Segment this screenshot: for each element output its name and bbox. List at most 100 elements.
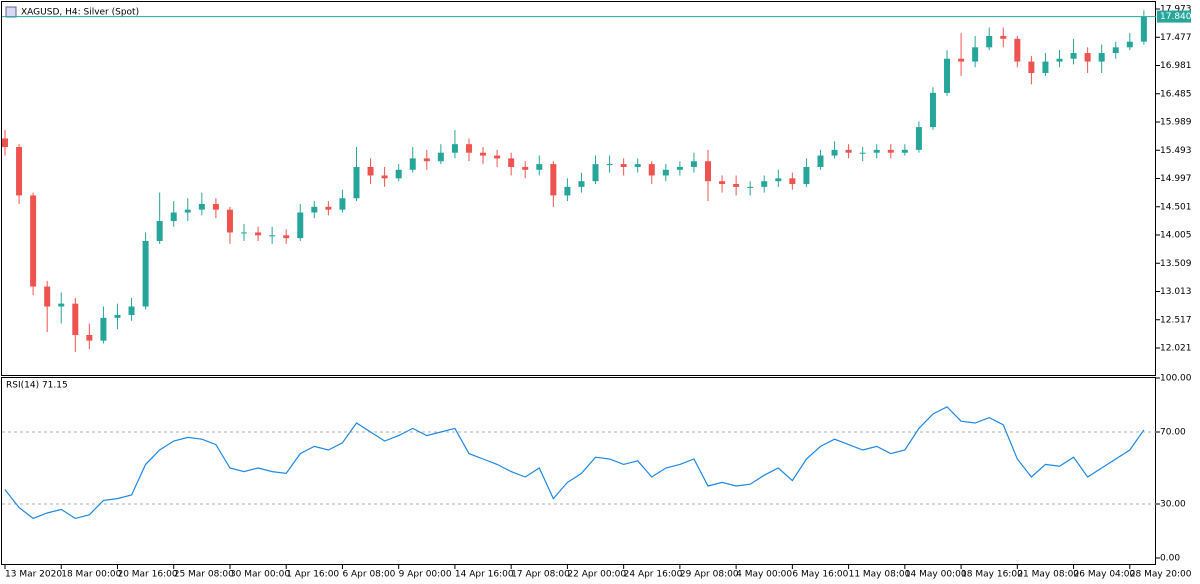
chart-title: XAGUSD, H4: Silver (Spot)	[21, 8, 139, 18]
x-tick-label: 21 May 08:00	[1017, 570, 1079, 580]
y-tick-label: 12.517	[1160, 315, 1192, 325]
x-tick-label: 6 May 16:00	[792, 570, 848, 580]
rsi-tick-label: 100.00	[1160, 374, 1192, 384]
candle-body	[803, 166, 810, 185]
candle-body	[1070, 53, 1077, 59]
candle-body	[44, 286, 51, 307]
candle-body	[451, 144, 458, 153]
candle-body	[494, 155, 501, 159]
candle-body	[690, 161, 697, 167]
candle-body	[958, 58, 965, 62]
candle-body	[269, 235, 276, 237]
candle-body	[423, 158, 430, 162]
candle-body	[226, 209, 233, 233]
candle-body	[929, 92, 936, 128]
candle-body	[16, 147, 23, 196]
y-tick-label: 15.493	[1160, 146, 1192, 156]
x-tick-label: 20 Mar 16:00	[117, 570, 177, 580]
candle-body	[30, 195, 37, 287]
candle-body	[536, 164, 543, 170]
rsi-tick-label: 70.00	[1160, 428, 1186, 438]
y-tick-label: 17.973	[1160, 5, 1192, 15]
candle-body	[662, 169, 669, 176]
candle-body	[550, 164, 557, 196]
rsi-title: RSI(14) 71.15	[6, 381, 68, 391]
x-tick-label: 14 May 00:00	[905, 570, 967, 580]
candle-body	[1084, 53, 1091, 62]
candle-body	[156, 221, 163, 241]
candle-body	[437, 152, 444, 162]
candle-body	[339, 198, 346, 210]
candle-body	[859, 152, 866, 154]
y-tick-label: 14.997	[1160, 174, 1192, 184]
x-tick-label: 26 May 04:00	[1074, 570, 1136, 580]
candle-body	[58, 303, 65, 307]
x-tick-label: 1 Apr 16:00	[286, 570, 339, 580]
candle-body	[831, 149, 838, 156]
candle-body	[311, 206, 318, 213]
candle-body	[986, 35, 993, 48]
current-price-box	[1157, 10, 1191, 23]
symbol-icon	[5, 6, 17, 18]
rsi-tick-label: 0.00	[1160, 554, 1180, 564]
x-tick-label: 18 Mar 00:00	[61, 570, 121, 580]
x-tick-label: 25 Mar 08:00	[174, 570, 234, 580]
candle-body	[1042, 61, 1049, 73]
rsi-tick-label: 30.00	[1160, 500, 1186, 510]
candle-body	[100, 317, 107, 341]
candle-body	[1140, 16, 1147, 42]
candle-body	[325, 206, 332, 210]
x-tick-label: 17 Apr 08:00	[511, 570, 570, 580]
candle-body	[1028, 61, 1035, 73]
candle-body	[255, 232, 262, 236]
candle-body	[789, 178, 796, 185]
x-tick-label: 4 May 00:00	[736, 570, 792, 580]
candle-body	[887, 149, 894, 153]
candle-body	[719, 181, 726, 185]
y-tick-label: 14.501	[1160, 202, 1192, 212]
candle-body	[297, 212, 304, 239]
candle-body	[86, 334, 93, 341]
candle-body	[747, 186, 754, 188]
candle-body	[114, 315, 121, 318]
candle-body	[283, 235, 290, 239]
candle-body	[184, 209, 191, 213]
x-tick-label: 18 May 16:00	[961, 570, 1023, 580]
candle-body	[1126, 41, 1133, 48]
rsi-line	[4, 406, 1145, 520]
candle-body	[620, 164, 627, 167]
x-tick-label: 28 May 20:00	[1130, 570, 1192, 580]
candle-body	[761, 181, 768, 187]
candle-body	[676, 166, 683, 170]
x-tick-label: 14 Apr 16:00	[455, 570, 514, 580]
candle-body	[381, 175, 388, 179]
x-tick-label: 30 Mar 00:00	[230, 570, 290, 580]
candle-body	[1098, 53, 1105, 62]
candle-body	[367, 166, 374, 176]
rsi-pane	[1, 377, 1156, 565]
candle-body	[395, 169, 402, 179]
candle-body	[241, 232, 248, 234]
candle-body	[2, 138, 8, 148]
candle-body	[522, 166, 529, 170]
y-tick-label: 13.509	[1160, 259, 1192, 269]
x-tick-label: 29 Apr 08:00	[680, 570, 739, 580]
candle-body	[465, 144, 472, 153]
candle-body	[1000, 35, 1007, 39]
candle-body	[1112, 47, 1119, 54]
candle-body	[944, 58, 951, 93]
candle-body	[564, 186, 571, 196]
candle-body	[705, 161, 711, 182]
candle-body	[972, 47, 979, 62]
candle-body	[634, 164, 641, 167]
candle-body	[606, 164, 613, 166]
candle-body	[845, 149, 852, 153]
candle-body	[817, 155, 824, 167]
candle-body	[1056, 58, 1063, 62]
y-tick-label: 14.005	[1160, 231, 1192, 241]
x-tick-label: 22 Apr 00:00	[567, 570, 626, 580]
y-tick-label: 17.477	[1160, 33, 1192, 43]
current-price-label: 17.840	[1160, 12, 1192, 22]
candle-body	[733, 184, 740, 187]
